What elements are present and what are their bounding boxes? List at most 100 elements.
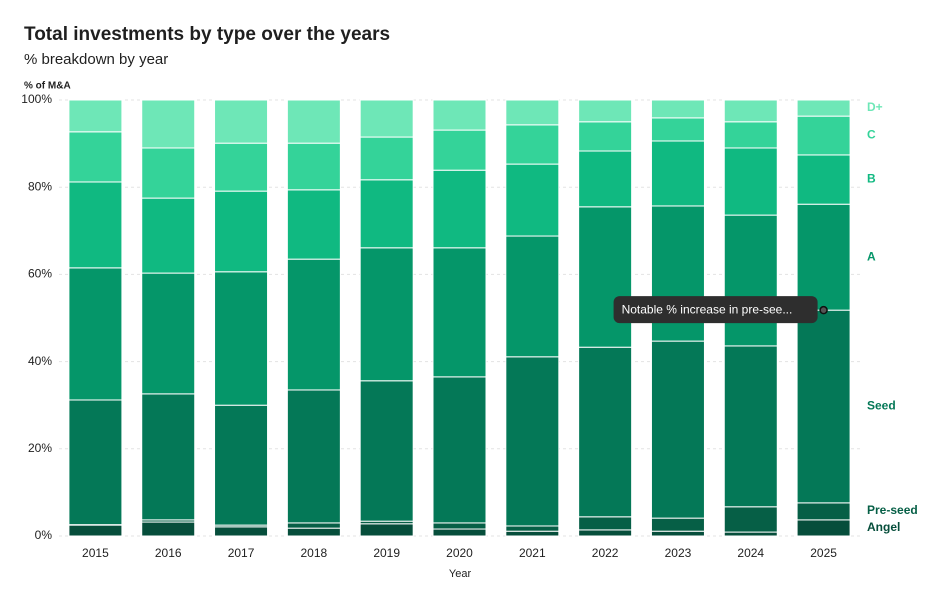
bar-segment <box>215 272 268 405</box>
x-tick-label: 2018 <box>301 546 328 560</box>
x-tick-label: 2017 <box>228 546 255 560</box>
bar-segment <box>724 100 777 122</box>
bar-segment <box>433 529 486 536</box>
legend-label: Seed <box>867 399 896 413</box>
y-tick-label: 80% <box>28 179 52 193</box>
bar-segment <box>142 198 195 273</box>
bar-segment <box>215 143 268 191</box>
bar-segment <box>651 100 704 118</box>
bar-segment <box>797 116 850 155</box>
legend-label: Angel <box>867 520 900 534</box>
bar-segment <box>724 148 777 215</box>
y-tick-label: 40% <box>28 354 52 368</box>
bar-segment <box>651 341 704 518</box>
x-tick-label: 2020 <box>446 546 473 560</box>
legend-label: C <box>867 128 876 142</box>
bar-segment <box>797 204 850 310</box>
bar-segment <box>287 259 340 390</box>
x-tick-label: 2025 <box>810 546 837 560</box>
bar-segment <box>651 518 704 531</box>
x-tick-label: 2019 <box>373 546 400 560</box>
bar-segment <box>579 530 632 536</box>
bar-segment <box>433 130 486 170</box>
bar-segment <box>433 100 486 130</box>
bar-segment <box>142 148 195 198</box>
bar-segment <box>433 248 486 377</box>
bar-segment <box>360 100 413 137</box>
bar-segment <box>651 141 704 206</box>
bar-segment <box>797 100 850 116</box>
bar-segment <box>69 400 122 525</box>
bar-segment <box>69 525 122 536</box>
legend-label: A <box>867 249 876 263</box>
bar-segment <box>433 523 486 529</box>
y-axis-label: % of M&A <box>24 81 71 92</box>
annotation-dot <box>820 307 827 314</box>
bar-segment <box>360 524 413 536</box>
bar-segment <box>433 377 486 523</box>
bar-segment <box>433 170 486 248</box>
bar-segment <box>651 531 704 536</box>
bar-segment <box>215 191 268 272</box>
legend-label: B <box>867 172 876 186</box>
bar-segment <box>142 522 195 536</box>
bar-segment <box>506 236 559 357</box>
bar-segment <box>797 503 850 520</box>
bar-segment <box>506 164 559 236</box>
bar-segment <box>797 310 850 503</box>
bar-segment <box>142 273 195 394</box>
chart-title: Total investments by type over the years <box>24 24 390 45</box>
bar-segment <box>287 523 340 528</box>
bar-segment <box>579 347 632 517</box>
bar-segment <box>287 390 340 523</box>
bar-segment <box>724 507 777 532</box>
bar-segment <box>215 405 268 525</box>
bar-segment <box>142 100 195 148</box>
bar-segment <box>69 182 122 268</box>
bar-segment <box>360 381 413 521</box>
bar-segment <box>579 207 632 347</box>
legend-label: Pre-seed <box>867 503 918 517</box>
x-tick-label: 2021 <box>519 546 546 560</box>
bar-segment <box>651 118 704 141</box>
bar-segment <box>69 100 122 132</box>
annotation-text: Notable % increase in pre-see... <box>622 302 793 316</box>
bar-segment <box>579 151 632 207</box>
bar-segment <box>579 517 632 530</box>
x-axis-label: Year <box>449 568 472 580</box>
bar-segment <box>215 527 268 536</box>
y-tick-label: 20% <box>28 441 52 455</box>
bar-segment <box>506 526 559 531</box>
x-tick-label: 2023 <box>665 546 692 560</box>
bar-segment <box>360 137 413 180</box>
bar-segment <box>797 155 850 204</box>
bar-segment <box>69 132 122 182</box>
legend-label: D+ <box>867 100 883 114</box>
bar-segment <box>724 346 777 507</box>
bar-segment <box>142 394 195 520</box>
x-tick-label: 2022 <box>592 546 619 560</box>
y-tick-label: 0% <box>35 528 53 542</box>
bar-segment <box>287 143 340 190</box>
y-tick-label: 60% <box>28 267 52 281</box>
bar-segment <box>506 125 559 164</box>
y-tick-label: 100% <box>21 92 52 106</box>
bar-segment <box>360 180 413 248</box>
bar-segment <box>724 122 777 148</box>
bar-segment <box>724 215 777 346</box>
bar-segment <box>360 248 413 381</box>
chart-subtitle: % breakdown by year <box>24 51 168 68</box>
bar-segment <box>579 122 632 151</box>
bar-segment <box>506 357 559 526</box>
bar-segment <box>579 100 632 122</box>
bar-segment <box>69 268 122 400</box>
bar-segment <box>506 531 559 536</box>
x-tick-label: 2024 <box>737 546 764 560</box>
x-tick-label: 2015 <box>82 546 109 560</box>
bar-segment <box>287 100 340 143</box>
bar-segment <box>215 100 268 143</box>
x-tick-label: 2016 <box>155 546 182 560</box>
bar-segment <box>287 528 340 536</box>
bar-segment <box>287 190 340 259</box>
